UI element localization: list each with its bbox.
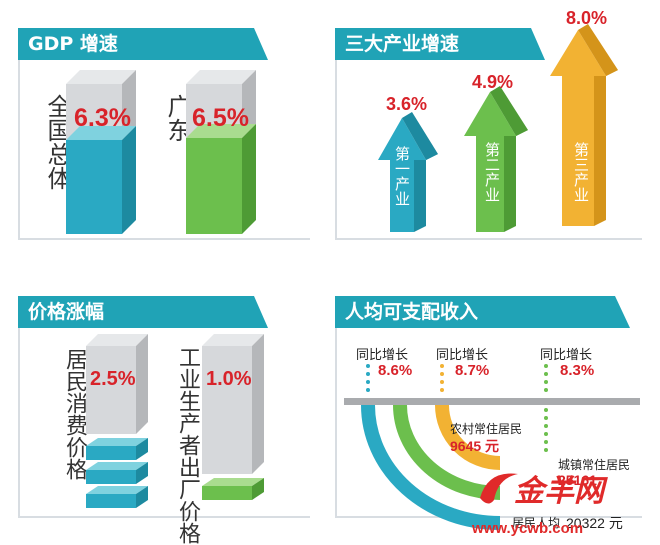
price-ppi-label: 工业生产者出厂价格	[175, 346, 200, 544]
income-growth-label-all: 同比增长	[356, 347, 409, 362]
income-arc-urban	[393, 404, 501, 500]
income-title-text: 人均可支配收入	[345, 301, 479, 323]
income-title-bar	[335, 296, 630, 328]
industry-primary-label: 第一产业	[393, 146, 411, 206]
industry-secondary-label: 第二产业	[483, 142, 501, 202]
gdp-national-bar	[66, 70, 136, 234]
income-growth-urban: 8.3%	[560, 362, 595, 379]
industry-tertiary-label: 第三产业	[572, 142, 590, 202]
industry-title-bar	[335, 28, 545, 60]
income-arc-rural	[435, 404, 501, 470]
income-dots-all	[366, 364, 370, 392]
price-panel-border	[18, 296, 310, 518]
income-rural-value: 9645 元	[450, 438, 500, 454]
gdp-title: GDP 增速	[18, 28, 268, 60]
price-ppi-value: 1.0%	[206, 368, 252, 390]
income-urban-value: 25161	[558, 472, 597, 488]
gdp-gd-value: 6.5%	[192, 104, 249, 132]
industry-primary-value: 3.6%	[386, 94, 428, 114]
income-arcs	[344, 364, 640, 530]
income-baseline	[344, 398, 640, 405]
income-all-label: 居民人均	[512, 516, 561, 530]
price-title-text: 价格涨幅	[28, 301, 105, 323]
watermark-text: 金羊网	[514, 475, 604, 508]
gdp-title-bar	[18, 28, 268, 60]
industry-primary-arrow	[378, 112, 438, 232]
income-growth-label-rural: 同比增长	[436, 347, 489, 362]
income-dots-rural	[440, 364, 444, 392]
income-dots-urban	[544, 364, 548, 452]
income-growth-all: 8.6%	[378, 362, 413, 379]
price-cpi-label: 居民消费价格	[62, 348, 87, 480]
watermark-url: www.ycwb.com	[472, 520, 584, 537]
price-cpi-bar	[86, 334, 148, 508]
income-arc-all	[361, 404, 501, 530]
price-cpi-value: 2.5%	[90, 368, 136, 390]
gdp-national-value: 6.3%	[74, 104, 131, 132]
watermark-swoosh	[480, 473, 518, 504]
gdp-panel-border	[18, 28, 310, 240]
income-growth-rural: 8.7%	[455, 362, 490, 379]
price-cpi-layers	[86, 438, 148, 508]
gdp-gd-bar	[186, 70, 256, 234]
price-title: 价格涨幅	[18, 296, 268, 328]
watermark-logo: 金羊网	[470, 464, 610, 512]
income-all-value: 20322 元	[566, 515, 623, 531]
industry-title: 三大产业增速	[335, 28, 545, 60]
income-urban-label: 城镇常住居民	[558, 458, 631, 472]
industry-tertiary-value: 8.0%	[566, 8, 608, 28]
industry-panel-border	[335, 28, 642, 240]
income-growth-label-urban: 同比增长	[540, 347, 593, 362]
income-title: 人均可支配收入	[335, 296, 630, 328]
price-title-bar	[18, 296, 268, 328]
gdp-title-text: GDP 增速	[28, 33, 118, 55]
industry-secondary-arrow	[464, 86, 528, 232]
price-ppi-bar	[202, 334, 264, 500]
industry-tertiary-arrow	[550, 24, 618, 226]
income-rural-label: 农村常住居民	[450, 422, 523, 436]
industry-secondary-value: 4.9%	[472, 72, 514, 92]
industry-title-text: 三大产业增速	[345, 33, 460, 55]
